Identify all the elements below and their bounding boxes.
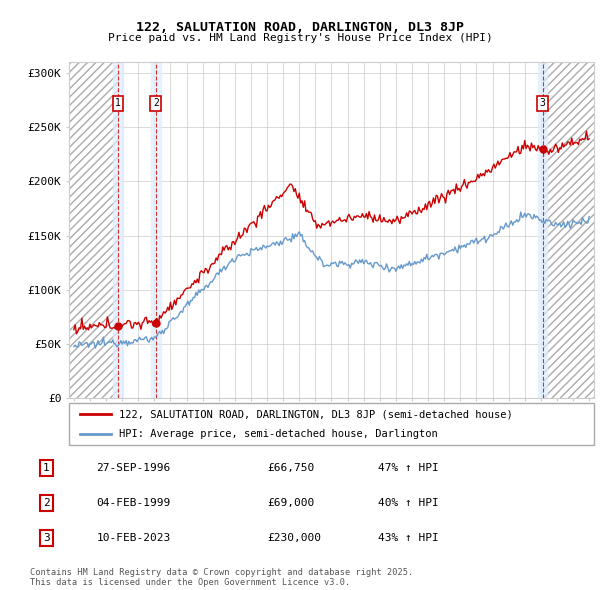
FancyBboxPatch shape <box>69 403 594 445</box>
Bar <box>113 62 123 398</box>
Text: 40% ↑ HPI: 40% ↑ HPI <box>378 498 439 508</box>
Text: 122, SALUTATION ROAD, DARLINGTON, DL3 8JP: 122, SALUTATION ROAD, DARLINGTON, DL3 8J… <box>136 21 464 34</box>
Text: Contains HM Land Registry data © Crown copyright and database right 2025.
This d: Contains HM Land Registry data © Crown c… <box>30 568 413 587</box>
Text: 10-FEB-2023: 10-FEB-2023 <box>96 533 170 543</box>
Bar <box>542 62 594 398</box>
Text: £230,000: £230,000 <box>268 533 322 543</box>
Text: 47% ↑ HPI: 47% ↑ HPI <box>378 463 439 473</box>
Text: 3: 3 <box>43 533 50 543</box>
Bar <box>69 62 118 398</box>
Text: £66,750: £66,750 <box>268 463 314 473</box>
Text: 122, SALUTATION ROAD, DARLINGTON, DL3 8JP (semi-detached house): 122, SALUTATION ROAD, DARLINGTON, DL3 8J… <box>119 409 512 419</box>
Bar <box>538 62 547 398</box>
Text: Price paid vs. HM Land Registry's House Price Index (HPI): Price paid vs. HM Land Registry's House … <box>107 33 493 43</box>
Text: 1: 1 <box>43 463 50 473</box>
Text: 04-FEB-1999: 04-FEB-1999 <box>96 498 170 508</box>
Text: 1: 1 <box>115 98 121 108</box>
Bar <box>151 62 161 398</box>
Text: 43% ↑ HPI: 43% ↑ HPI <box>378 533 439 543</box>
Text: 3: 3 <box>539 98 545 108</box>
Text: HPI: Average price, semi-detached house, Darlington: HPI: Average price, semi-detached house,… <box>119 429 437 439</box>
Text: £69,000: £69,000 <box>268 498 314 508</box>
Text: 2: 2 <box>43 498 50 508</box>
Text: 2: 2 <box>153 98 159 108</box>
Text: 27-SEP-1996: 27-SEP-1996 <box>96 463 170 473</box>
